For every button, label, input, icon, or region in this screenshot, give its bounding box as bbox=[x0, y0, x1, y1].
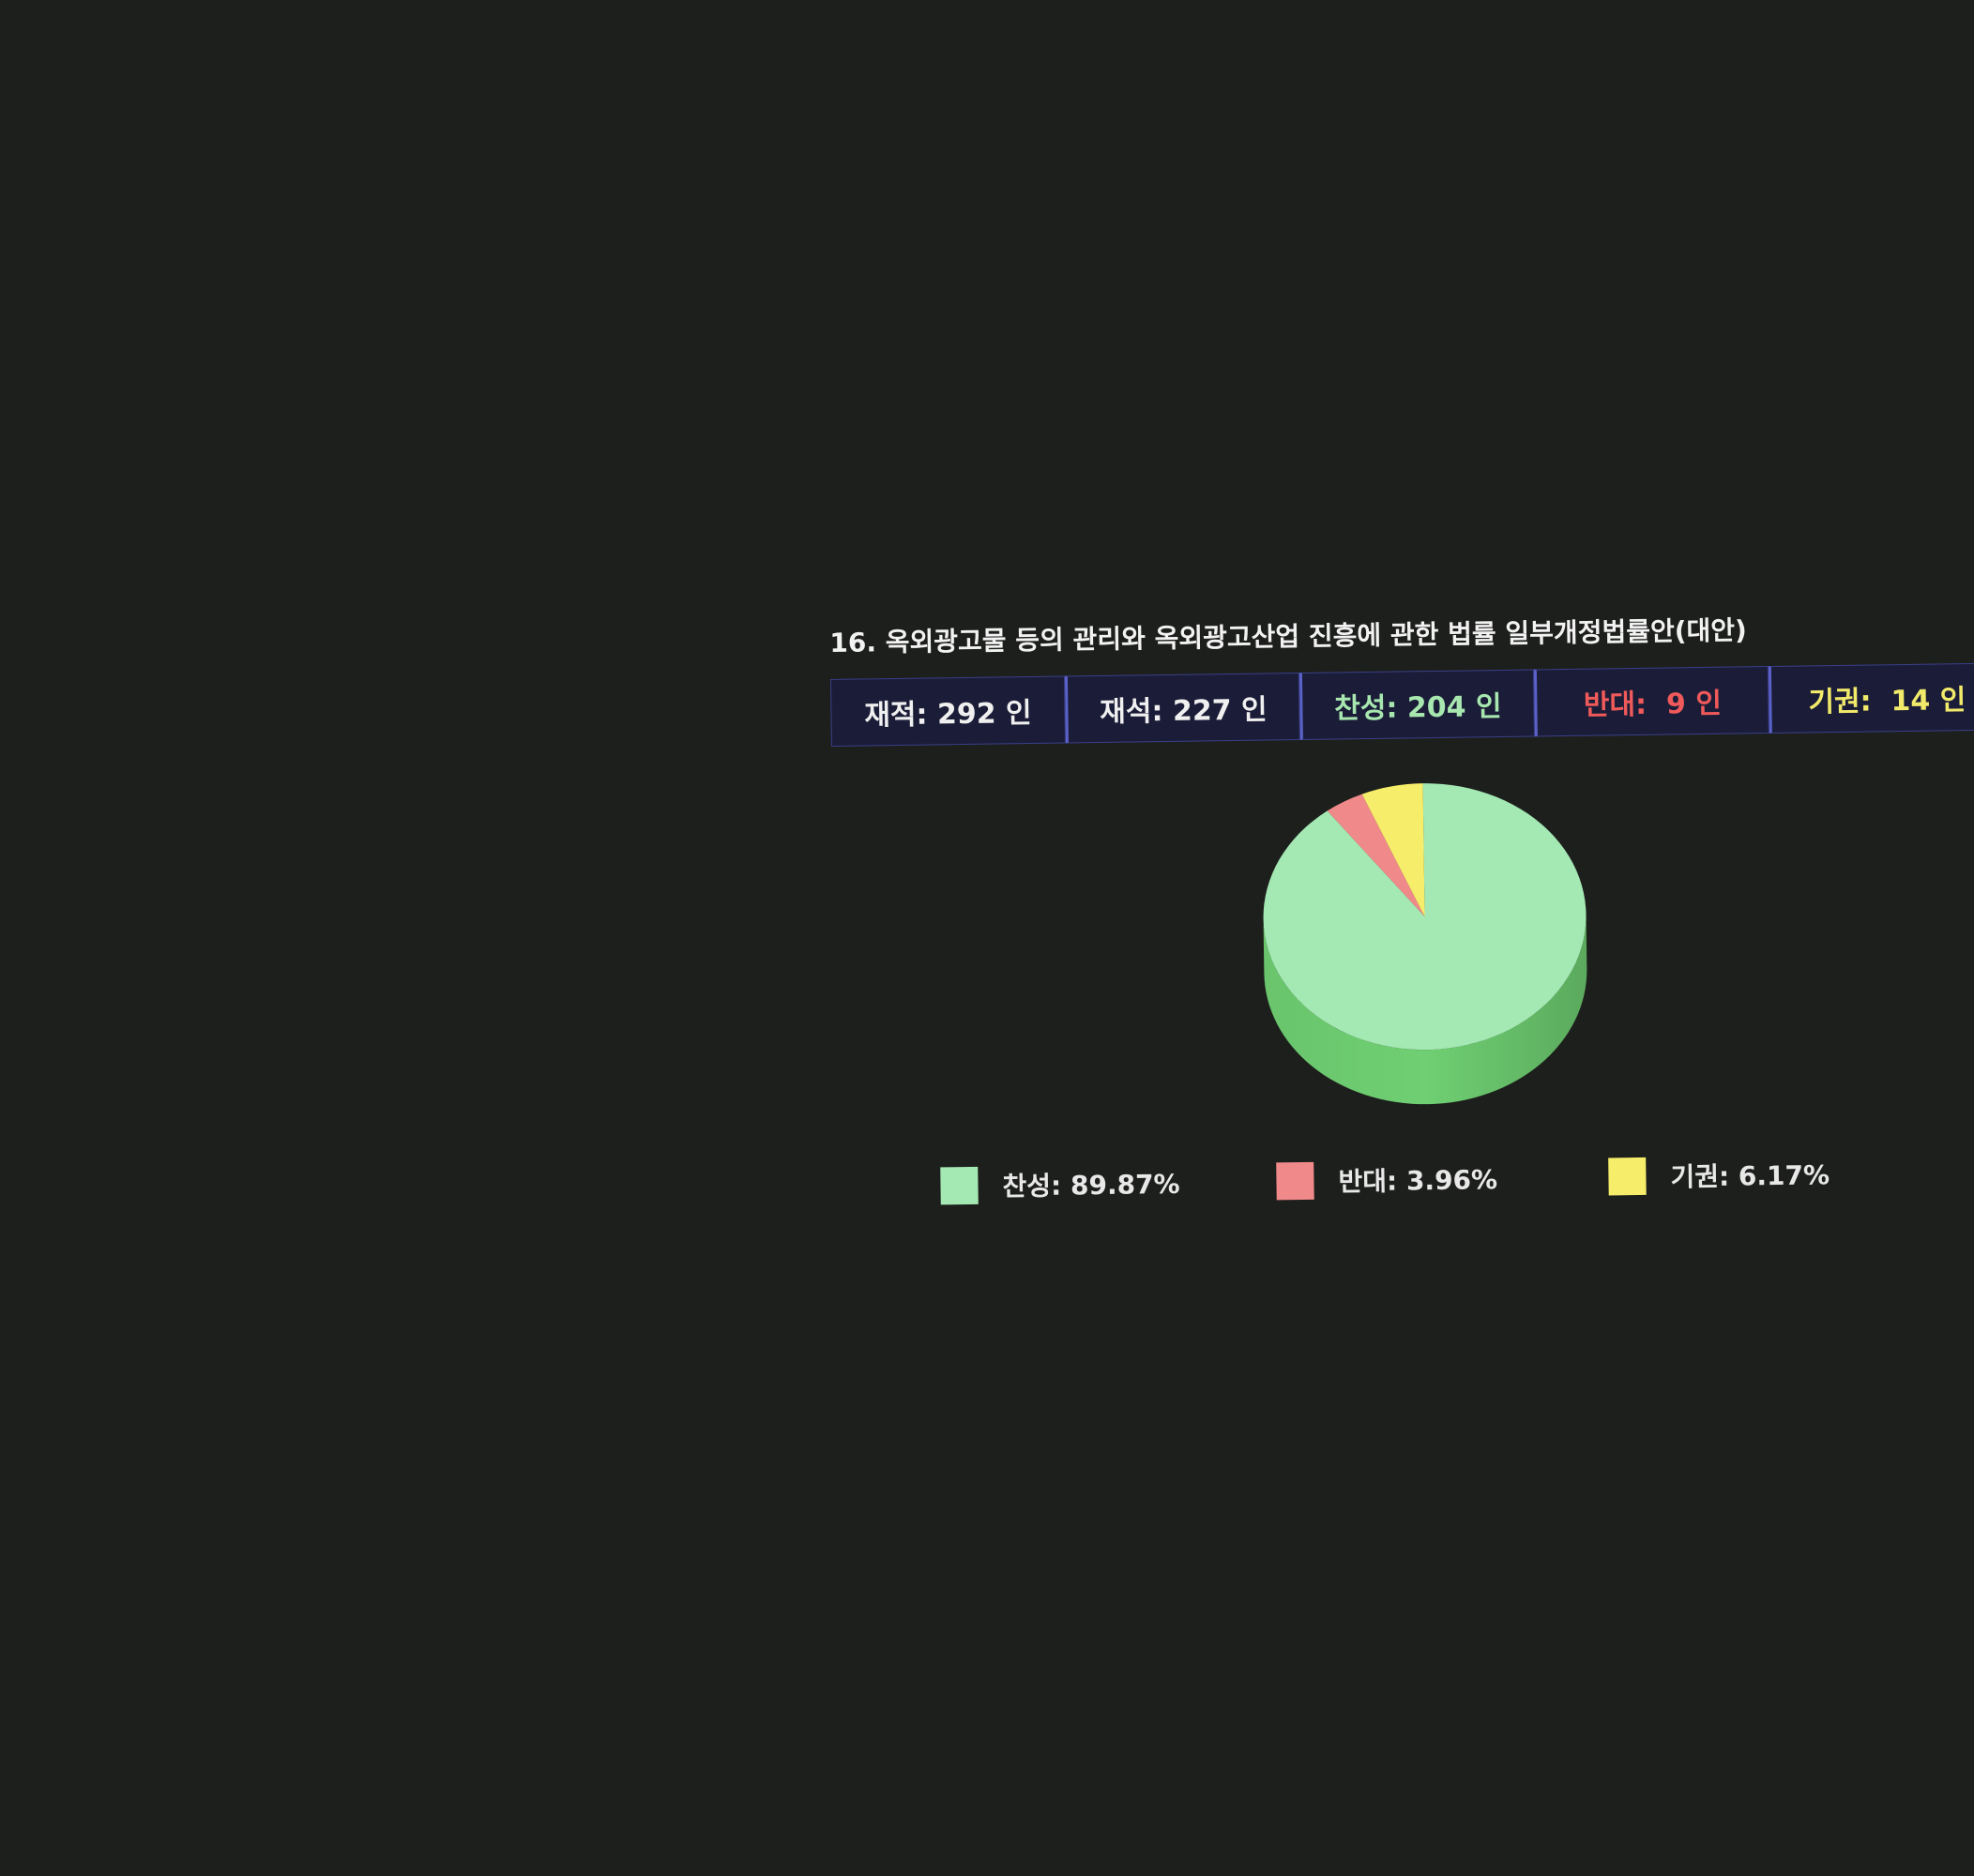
stat-abstain: 기권: 14 인 bbox=[1768, 662, 1974, 734]
pie-chart bbox=[1263, 783, 1587, 1105]
chart-legend: 찬성: 89.87% 반대: 3.96% 기권: 6.17% bbox=[940, 1155, 1842, 1223]
stat-abstain-label: 기권: bbox=[1808, 685, 1872, 719]
stat-no-label: 반대: bbox=[1583, 688, 1648, 722]
legend-swatch-yes bbox=[940, 1166, 979, 1205]
pie-chart-container bbox=[1253, 773, 1615, 1134]
stat-yes-value: 204 인 bbox=[1406, 690, 1502, 725]
vote-result-panel: 16. 옥외광고물 등의 관리와 옥외광고산업 진흥에 관한 법률 일부개정법률… bbox=[829, 598, 1974, 1272]
stat-registered: 재적: 292 인 bbox=[829, 675, 1066, 747]
legend-label-abstain: 기권: 6.17% bbox=[1670, 1159, 1830, 1193]
pie-slice-no bbox=[1327, 794, 1425, 917]
legend-label-no: 반대: 3.96% bbox=[1338, 1164, 1498, 1198]
legend-label-yes: 찬성: 89.87% bbox=[1002, 1168, 1180, 1203]
vote-stats-bar: 재적: 292 인 재석: 227 인 찬성: 204 인 반대: 9 인 기권… bbox=[829, 662, 1974, 747]
stat-registered-label: 재적: bbox=[864, 698, 928, 733]
legend-swatch-abstain bbox=[1608, 1157, 1647, 1196]
stat-yes: 찬성: 204 인 bbox=[1298, 669, 1535, 741]
stat-no: 반대: 9 인 bbox=[1533, 666, 1769, 737]
legend-item-yes: 찬성: 89.87% bbox=[940, 1164, 1180, 1205]
pie-slice-yes bbox=[1263, 783, 1587, 1051]
legend-item-abstain: 기권: 6.17% bbox=[1608, 1155, 1830, 1196]
stat-present-label: 재석: bbox=[1100, 695, 1163, 729]
stat-no-value: 9 인 bbox=[1665, 687, 1723, 721]
stat-present: 재석: 227 인 bbox=[1064, 673, 1300, 744]
pie-side-shading bbox=[1263, 914, 1587, 1105]
stat-registered-value: 292 인 bbox=[936, 697, 1032, 732]
stat-present-value: 227 인 bbox=[1172, 693, 1268, 728]
pie-slice-abstain bbox=[1361, 783, 1425, 917]
vote-title: 16. 옥외광고물 등의 관리와 옥외광고산업 진흥에 관한 법률 일부개정법률… bbox=[829, 614, 1748, 658]
legend-item-no: 반대: 3.96% bbox=[1276, 1159, 1498, 1201]
stat-abstain-value: 14 인 bbox=[1890, 684, 1966, 719]
legend-swatch-no bbox=[1276, 1161, 1314, 1201]
stat-yes-label: 찬성: bbox=[1334, 691, 1398, 726]
